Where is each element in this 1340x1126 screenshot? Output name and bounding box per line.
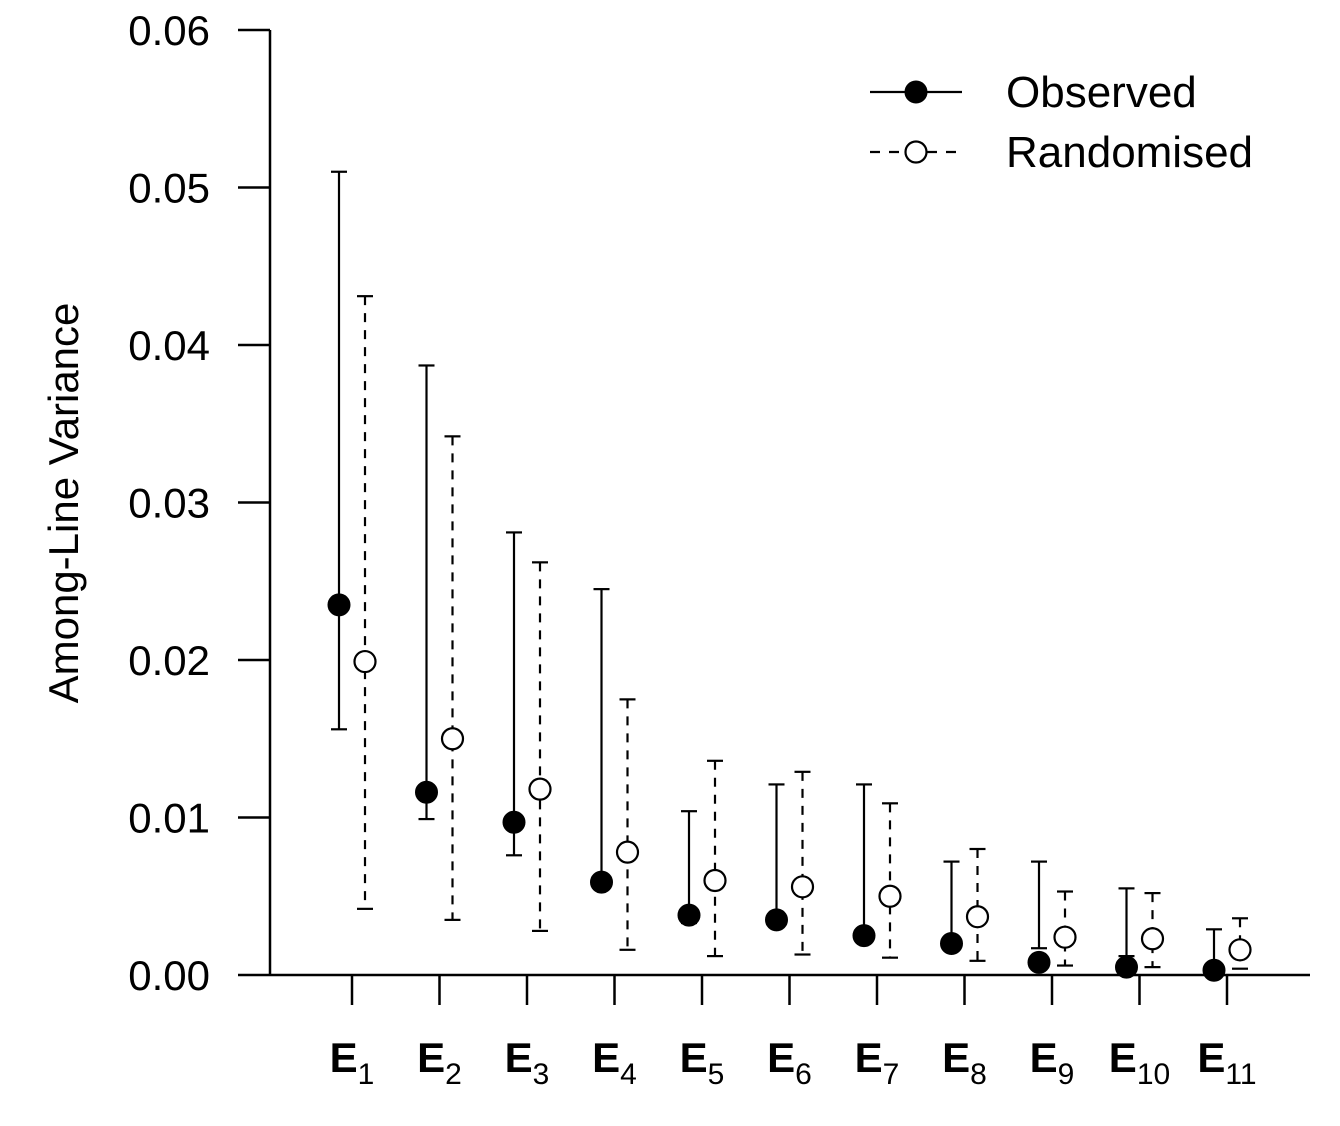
x-tick-label: E6	[767, 1034, 812, 1091]
legend-marker-randomised	[904, 140, 928, 164]
x-axis: E1 E2 E3 E4 E5 E6 E7 E8 E9 E10 E11	[270, 973, 1310, 1091]
x-tick-label: E4	[592, 1034, 637, 1091]
x-tick-label: E10	[1109, 1034, 1170, 1091]
data-point	[590, 870, 613, 894]
x-tick-label: E8	[942, 1034, 987, 1091]
legend-label-randomised: Randomised	[1006, 128, 1253, 177]
data-point	[440, 727, 465, 751]
y-tick-label: 0.04	[128, 322, 210, 369]
data-point	[703, 868, 727, 893]
data-point	[1140, 927, 1165, 951]
y-axis: 0.00 0.01 0.02 0.03 0.04 0.05 0.06	[128, 7, 272, 999]
data-point	[965, 905, 990, 929]
data-point	[415, 780, 438, 804]
data-point	[615, 840, 640, 864]
data-point	[940, 932, 963, 955]
data-point	[353, 649, 377, 674]
data-point	[765, 908, 788, 932]
data-point	[1115, 955, 1138, 979]
x-tick-label: E9	[1030, 1034, 1075, 1091]
y-tick-label: 0.03	[128, 480, 210, 527]
x-tick-label: E7	[855, 1034, 900, 1091]
x-tick-label: E3	[505, 1034, 550, 1091]
legend: Observed Randomised	[870, 68, 1253, 177]
legend-label-observed: Observed	[1006, 68, 1197, 117]
data-point	[1202, 958, 1226, 982]
series-layer	[327, 170, 1252, 982]
series-observed	[327, 170, 1226, 982]
data-point	[1228, 938, 1252, 962]
data-point	[528, 777, 552, 801]
x-tick-label: E5	[680, 1034, 725, 1091]
data-point	[1053, 925, 1077, 949]
data-point	[502, 810, 526, 834]
y-tick-label: 0.06	[128, 7, 210, 54]
data-point	[327, 593, 351, 617]
data-point	[677, 903, 701, 927]
x-tick-label: E11	[1197, 1034, 1256, 1091]
data-point	[790, 875, 815, 899]
y-axis-label: Among-Line Variance	[40, 303, 87, 704]
data-point	[878, 884, 902, 908]
y-tick-label: 0.05	[128, 165, 210, 212]
series-randomised	[353, 295, 1252, 970]
y-tick-label: 0.00	[128, 952, 210, 999]
data-point	[1027, 950, 1051, 974]
x-tick-label: E2	[417, 1034, 462, 1091]
data-point	[852, 924, 876, 948]
legend-marker-observed	[904, 80, 928, 104]
x-tick-label: E1	[330, 1034, 375, 1091]
y-tick-label: 0.02	[128, 637, 210, 684]
y-tick-label: 0.01	[128, 795, 210, 842]
